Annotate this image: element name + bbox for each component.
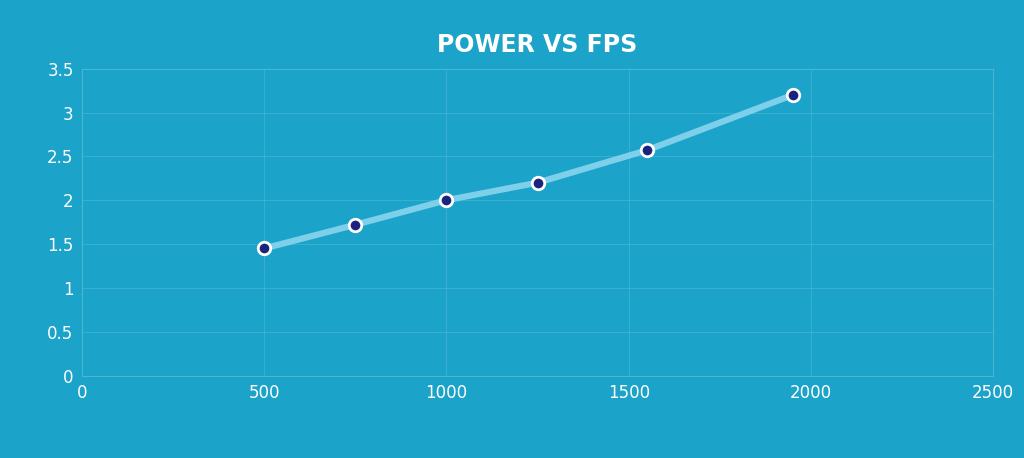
Title: POWER VS FPS: POWER VS FPS <box>437 33 638 57</box>
